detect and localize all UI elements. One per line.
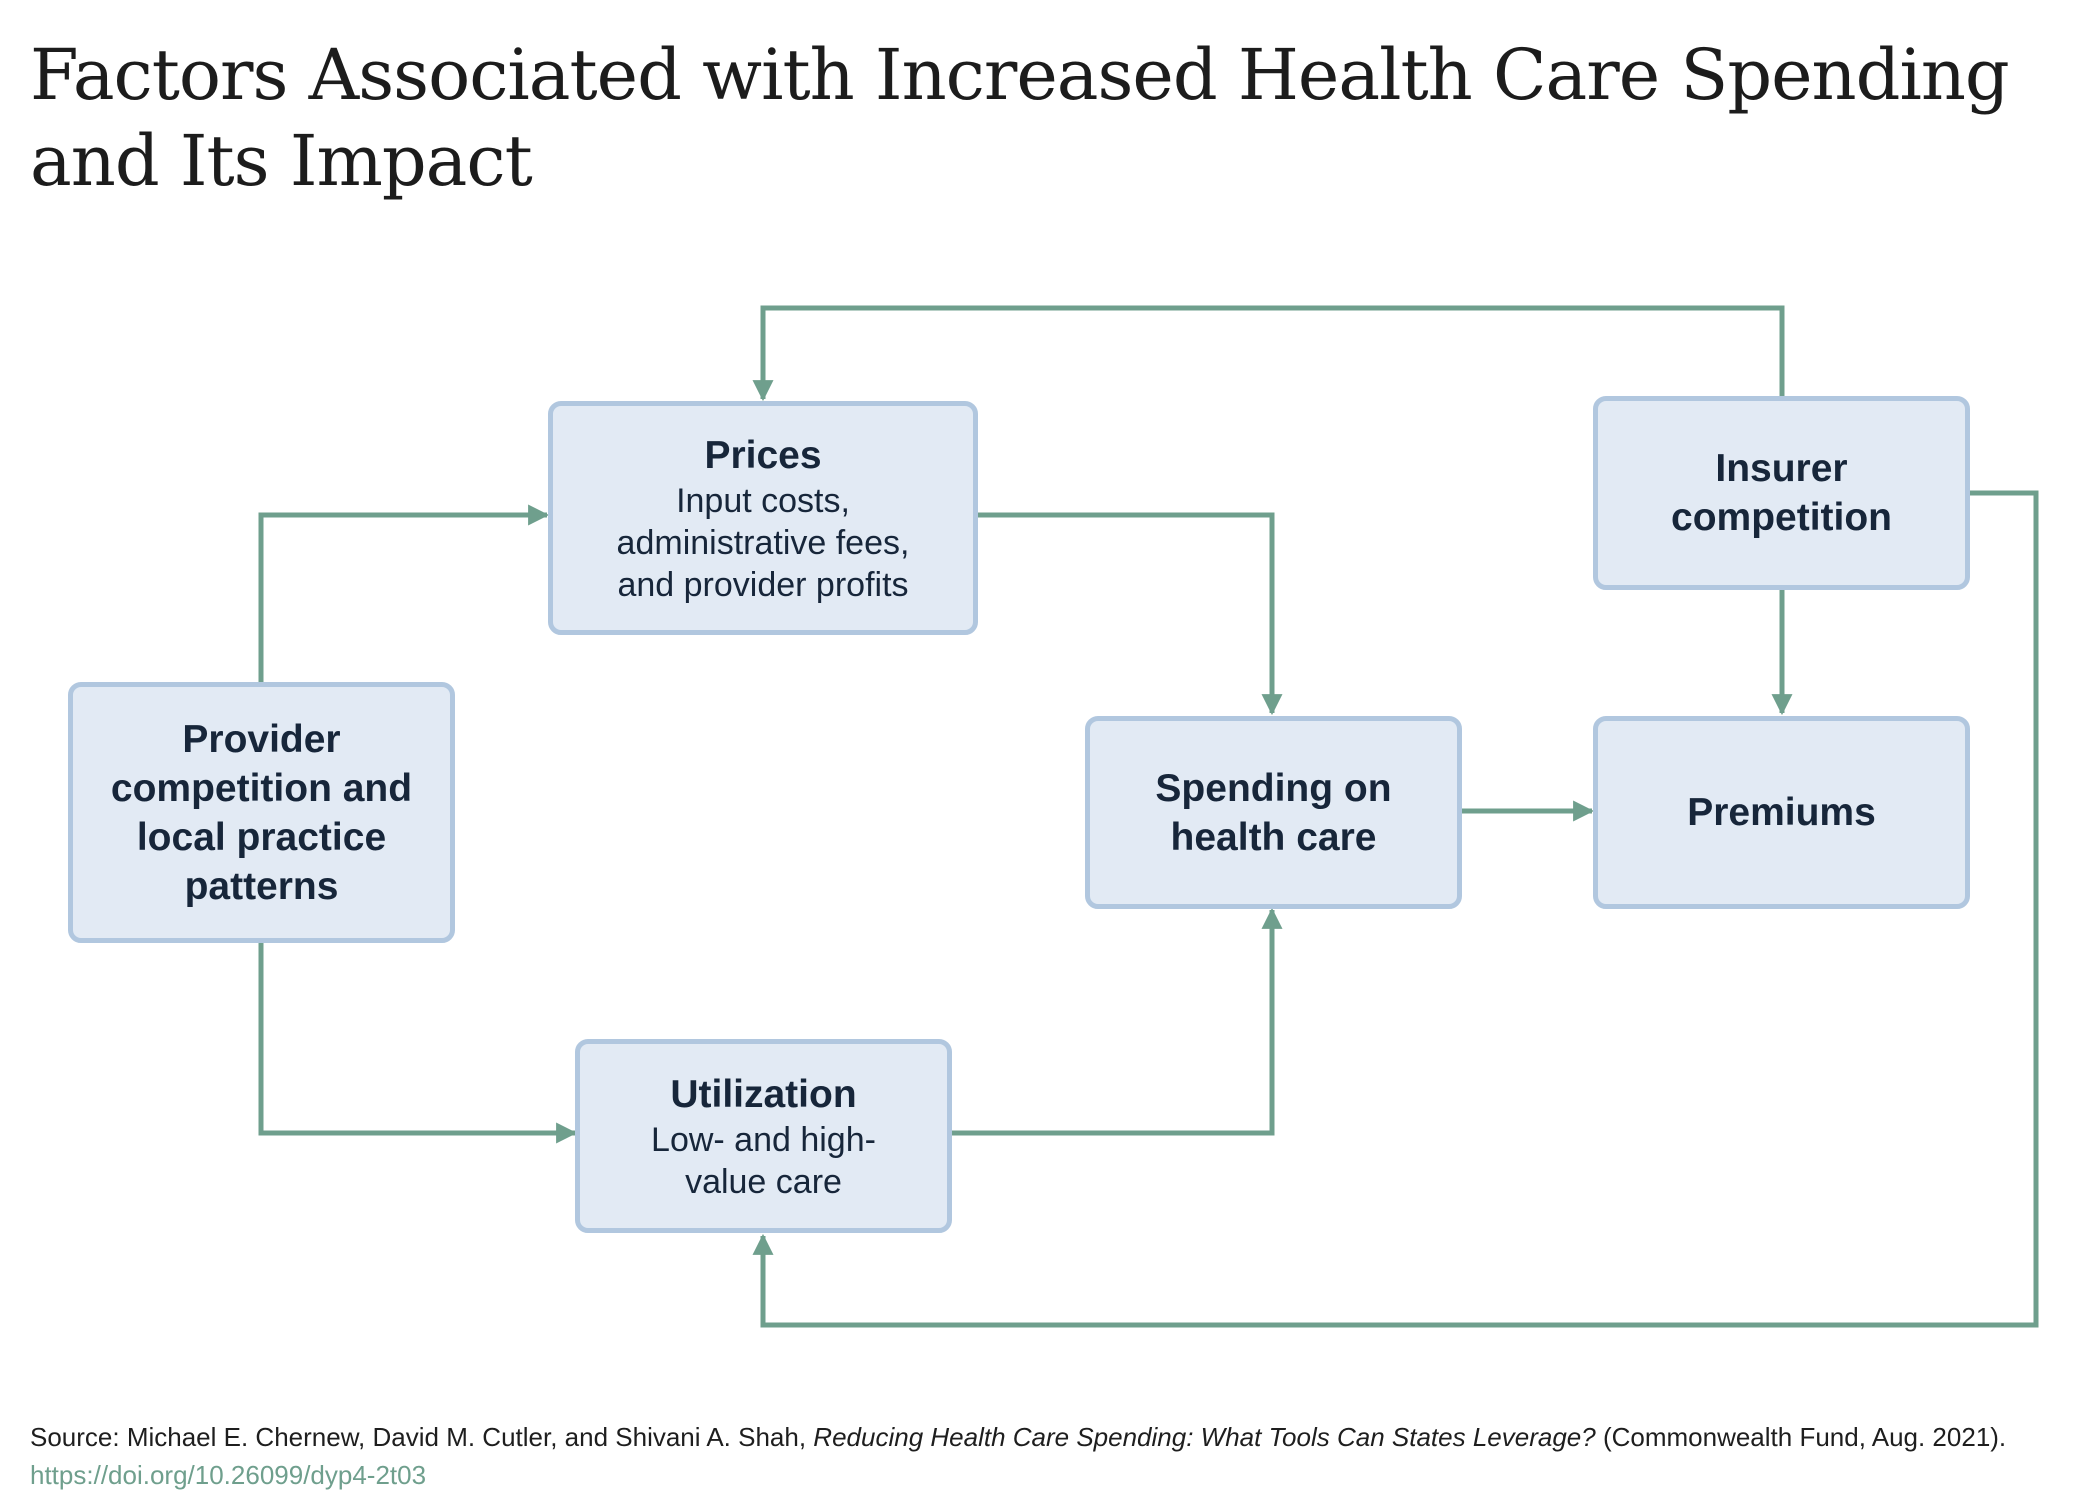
node-premiums-title: Premiums bbox=[1687, 791, 1876, 834]
node-prices-subtitle: Input costs, administrative fees, and pr… bbox=[616, 481, 910, 604]
source-doi-link[interactable]: https://doi.org/10.26099/dyp4-2t03 bbox=[30, 1460, 427, 1490]
node-spending-title: Spending on health care bbox=[1155, 766, 1392, 859]
node-prices-title: Prices bbox=[704, 433, 822, 477]
node-provider-competition-title: Provider competition and local practice … bbox=[110, 717, 413, 908]
node-prices: Prices Input costs, administrative fees,… bbox=[548, 401, 978, 635]
source-note: Source: Michael E. Chernew, David M. Cut… bbox=[30, 1418, 2020, 1494]
source-publication: Reducing Health Care Spending: What Tool… bbox=[813, 1422, 1596, 1452]
arrow-provider-to-utilization bbox=[258, 943, 578, 1144]
node-spending: Spending on health care bbox=[1085, 716, 1462, 909]
node-premiums: Premiums bbox=[1593, 716, 1970, 909]
source-suffix: (Commonwealth Fund, Aug. 2021). bbox=[1595, 1422, 2007, 1452]
arrow-insurer-to-prices bbox=[752, 305, 1785, 402]
node-insurer-competition: Insurer competition bbox=[1593, 396, 1970, 590]
page-title: Factors Associated with Increased Health… bbox=[30, 34, 2010, 202]
node-insurer-competition-title: Insurer competition bbox=[1671, 447, 1892, 539]
arrow-provider-to-prices bbox=[258, 504, 550, 682]
node-utilization: Utilization Low- and high-value care bbox=[575, 1039, 952, 1233]
node-provider-competition: Provider competition and local practice … bbox=[68, 682, 455, 943]
node-utilization-title: Utilization bbox=[670, 1072, 857, 1116]
arrow-utilization-to-spending bbox=[952, 907, 1283, 1136]
source-prefix: Source: Michael E. Chernew, David M. Cut… bbox=[30, 1422, 814, 1452]
node-utilization-subtitle: Low- and high-value care bbox=[651, 1120, 876, 1201]
arrow-prices-to-spending bbox=[978, 512, 1283, 716]
arrow-insurer-to-utilization bbox=[752, 490, 2039, 1328]
